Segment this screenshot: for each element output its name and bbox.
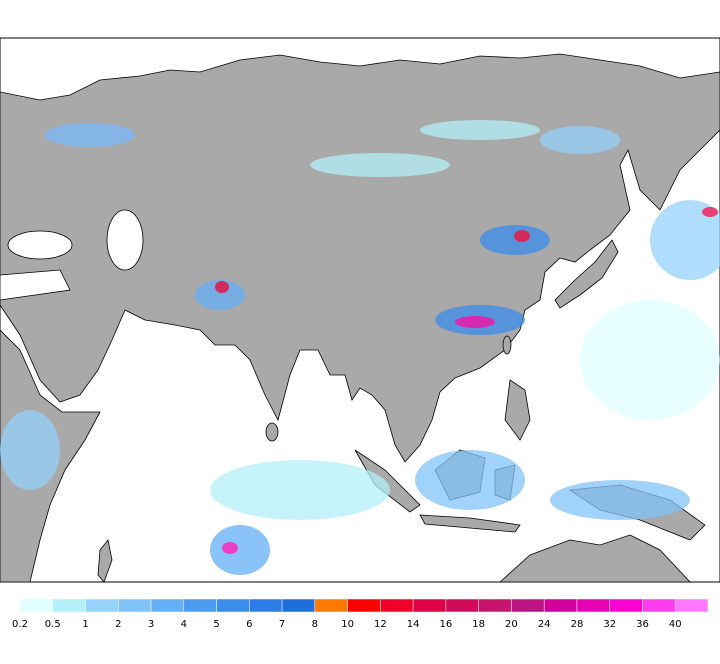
legend-label: 16 [440,619,453,630]
legend-swatch [216,598,250,613]
legend-label: 18 [472,619,485,630]
rain-area [222,542,238,554]
legend-swatch [674,598,709,613]
legend-label: 28 [571,619,584,630]
legend-swatch [52,598,86,613]
legend-label: 3 [148,619,154,630]
legend-swatch [281,598,316,613]
sri-lanka [265,422,279,442]
rain-area [195,280,245,310]
taiwan [502,335,512,355]
rain-area [480,225,550,255]
legend-label: 8 [312,619,318,630]
legend-swatch [412,598,447,613]
legend-label: 6 [246,619,252,630]
legend-label: 2 [115,619,121,630]
legend-label: 32 [603,619,616,630]
legend-label: 5 [213,619,219,630]
legend-swatch [445,598,479,613]
rain-area [650,200,720,280]
legend-swatch [19,598,54,613]
map [0,37,720,583]
rain-area [455,316,495,328]
australia [498,534,691,583]
legend-swatch [609,598,643,613]
legend-label: 4 [181,619,187,630]
rain-area [420,120,540,140]
legend-swatch [118,598,152,613]
rain-area [514,230,530,242]
legend-label: 7 [279,619,285,630]
rain-area [415,450,525,510]
legend-label: 10 [341,619,354,630]
java [419,514,521,533]
legend-label: 36 [636,619,649,630]
rain-area [702,207,718,217]
legend-label: 40 [669,619,682,630]
caspian-sea [106,209,144,271]
mediterranean [0,269,71,301]
legend-label: 0.2 [12,619,28,630]
legend-swatch [478,598,512,613]
rain-area [215,281,229,293]
rain-area [550,480,690,520]
legend-label: 1 [82,619,88,630]
rain-area [310,153,450,177]
rain-area [45,123,135,147]
rain-area [580,300,720,420]
rain-area [540,126,620,154]
legend-swatch [183,598,217,613]
color-legend: 0.2 0.5 1 2 3 4 5 6 7 8 10 12 14 16 18 20 24 28 32 36 40 [12,598,709,630]
legend-label: 20 [505,619,518,630]
legend-swatch [150,598,185,613]
legend-swatch [576,598,610,613]
rain-area [210,525,270,575]
legend-swatch [85,598,119,613]
legend-label: 14 [407,619,420,630]
japan [554,239,619,309]
legend-swatch [511,598,545,613]
legend-label: 12 [374,619,387,630]
rain-area [0,410,60,490]
legend-label: 24 [538,619,551,630]
madagascar [97,539,113,583]
black-sea [7,230,73,260]
philippines [504,379,531,441]
legend-swatch [642,598,676,613]
precipitation [0,120,720,575]
legend-swatch [347,598,381,613]
legend-swatch [249,598,283,613]
legend-swatch [314,598,348,613]
legend-label: 0.5 [45,619,61,630]
legend-swatch [543,598,578,613]
legend-swatch [380,598,414,613]
rain-area [210,460,390,520]
